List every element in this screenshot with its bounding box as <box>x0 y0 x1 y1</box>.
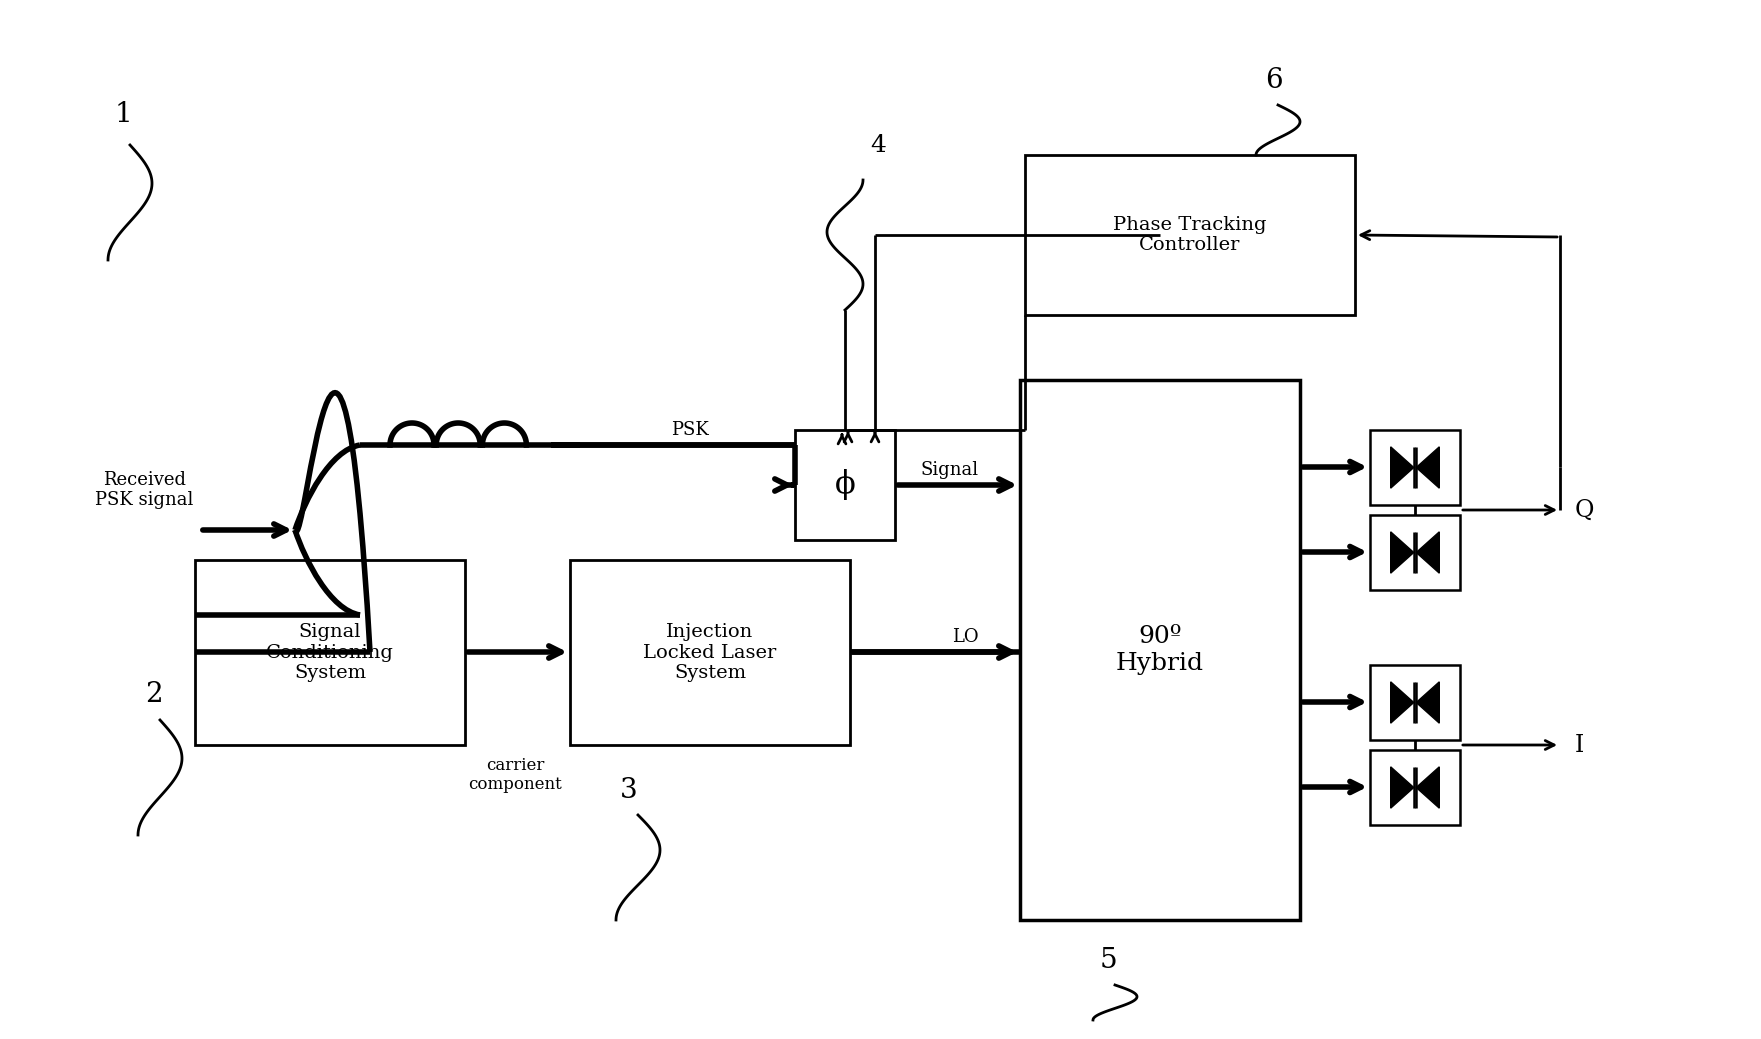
Polygon shape <box>1416 447 1439 488</box>
Polygon shape <box>1391 682 1414 723</box>
Text: 5: 5 <box>1101 947 1118 974</box>
Text: Phase Tracking
Controller: Phase Tracking Controller <box>1113 216 1266 255</box>
Bar <box>1370 430 1460 505</box>
Text: Injection
Locked Laser
System: Injection Locked Laser System <box>643 622 777 683</box>
Bar <box>1370 515 1460 590</box>
Bar <box>1370 665 1460 740</box>
Text: 6: 6 <box>1264 66 1282 94</box>
Text: ϕ: ϕ <box>835 470 856 501</box>
Text: 2: 2 <box>144 682 162 709</box>
Text: Received
PSK signal: Received PSK signal <box>95 471 194 509</box>
Text: Q: Q <box>1574 499 1594 522</box>
Polygon shape <box>1391 767 1414 808</box>
Polygon shape <box>1391 532 1414 574</box>
Text: LO: LO <box>951 628 979 646</box>
Polygon shape <box>1416 682 1439 723</box>
Text: I: I <box>1574 734 1585 756</box>
Bar <box>1020 380 1300 920</box>
Bar <box>1025 155 1354 315</box>
Text: Signal
Conditioning
System: Signal Conditioning System <box>266 622 394 683</box>
Text: carrier
component: carrier component <box>468 756 562 794</box>
Text: 90º
Hybrid: 90º Hybrid <box>1116 625 1205 674</box>
Text: PSK: PSK <box>671 421 710 439</box>
Bar <box>1370 750 1460 825</box>
Bar <box>195 560 465 745</box>
Polygon shape <box>1416 767 1439 808</box>
Bar <box>571 560 851 745</box>
Text: Signal: Signal <box>921 461 979 479</box>
Text: 3: 3 <box>620 776 637 803</box>
Text: 1: 1 <box>114 102 132 129</box>
Text: 4: 4 <box>870 133 886 157</box>
Polygon shape <box>1416 532 1439 574</box>
Polygon shape <box>1391 447 1414 488</box>
Bar <box>794 430 895 540</box>
